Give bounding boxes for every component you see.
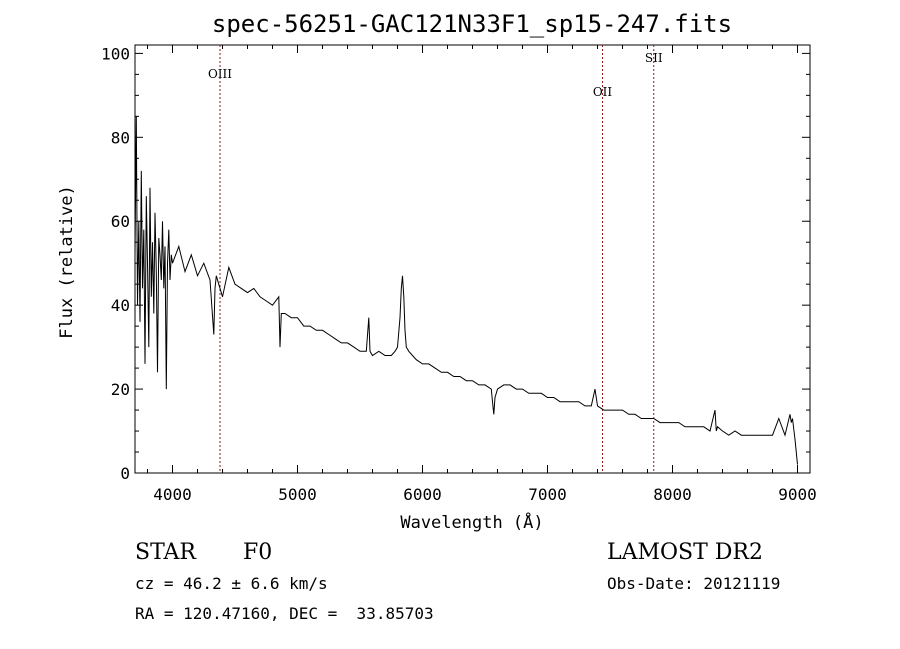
emission-line-label: OII — [593, 85, 613, 99]
chart-title: spec-56251-GAC121N33F1_sp15-247.fits — [212, 10, 732, 38]
emission-line-label: OIII — [208, 67, 232, 81]
y-tick-label: 0 — [120, 464, 130, 483]
coordinates: RA = 120.47160, DEC = 33.85703 — [135, 604, 434, 623]
observation-date: Obs-Date: 20121119 — [607, 574, 781, 593]
y-axis-label: Flux (relative) — [57, 185, 77, 339]
survey-name: LAMOST DR2 — [607, 540, 763, 565]
x-axis-label: Wavelength (Å) — [400, 511, 543, 533]
y-tick-label: 60 — [111, 212, 130, 231]
x-tick-label: 9000 — [778, 485, 817, 504]
x-tick-label: 7000 — [528, 485, 567, 504]
y-tick-label: 40 — [111, 296, 130, 315]
x-tick-label: 5000 — [278, 485, 317, 504]
x-tick-label: 4000 — [153, 485, 192, 504]
emission-line-label: SII — [645, 51, 663, 65]
x-tick-label: 8000 — [653, 485, 692, 504]
y-tick-label: 100 — [101, 44, 130, 63]
object-class: STAR — [135, 540, 196, 565]
x-tick-label: 6000 — [403, 485, 442, 504]
redshift-velocity: cz = 46.2 ± 6.6 km/s — [135, 574, 328, 593]
axis-ticks: 4000 5000 6000 7000 8000 9000 0 20 40 60 80 100 — [101, 44, 817, 504]
spectrum-line — [134, 116, 798, 465]
object-subclass: F0 — [243, 540, 273, 565]
y-tick-label: 80 — [111, 128, 130, 147]
emission-line-markers: OIII OII SII — [208, 45, 663, 473]
plot-frame — [134, 44, 811, 474]
y-tick-label: 20 — [111, 380, 130, 399]
